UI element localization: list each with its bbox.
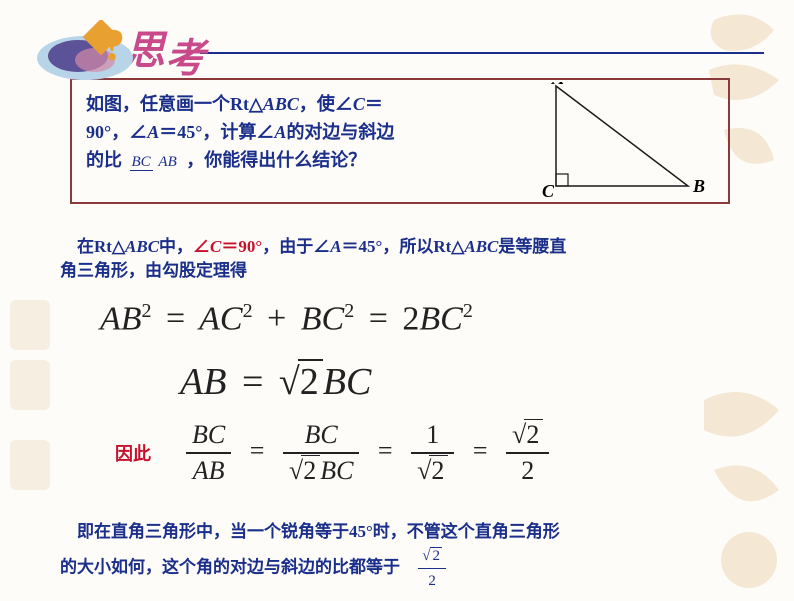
title-ch2: 考 <box>165 36 205 81</box>
title-underline <box>200 52 764 54</box>
q-t5: ＝45°，计算∠ <box>159 122 274 142</box>
q-frac-den: AB <box>156 154 178 170</box>
eq3-r1: 2 <box>301 455 320 485</box>
eq1-bc2: BC <box>419 300 462 337</box>
solution-intro: 在Rt△ABC中，∠C＝90°，由于∠A＝45°，所以Rt△ABC是等腰直 角三… <box>60 235 740 283</box>
conclusion: 即在直角三角形中，当一个锐角等于45°时，不管这个直角三角形 的大小如何，这个角… <box>60 520 740 593</box>
therefore-label: 因此 <box>115 440 151 466</box>
triangle-diagram: A B C <box>538 82 708 205</box>
s-t6: 角三角形，由勾股定理得 <box>60 261 247 280</box>
eq3-r2: 2 <box>429 455 448 485</box>
q-a2: A <box>274 122 286 142</box>
equation-3: BC AB = BC √2BC = 1 √2 = √2 2 <box>180 418 555 488</box>
s-t1: 在Rt△ <box>77 237 125 256</box>
bg-seal-2 <box>10 360 50 410</box>
q-t4: 90°，∠ <box>86 122 147 142</box>
s-red: ∠C＝90° <box>193 237 262 256</box>
eq1-s3: 2 <box>344 300 354 322</box>
eq3-f1: BC AB <box>186 418 231 488</box>
s-t5: 是等腰直 <box>498 237 566 256</box>
s-t4: ＝45°，所以Rt△ <box>342 237 465 256</box>
eq1-ac: AC <box>199 300 242 337</box>
eq3-f3d: √2 <box>411 454 454 488</box>
final-fraction: √2 2 <box>418 544 446 593</box>
equation-1: AB2 = AC2 + BC2 = 2BC2 <box>100 300 473 338</box>
vertex-c: C <box>542 181 555 200</box>
c-t1: 即在直角三角形中，当一个锐角等于45°时，不管这个直角三角形 <box>77 522 560 541</box>
s-t2: 中， <box>159 237 193 256</box>
eq2-ab: AB <box>180 361 226 403</box>
eq3-f2bc: BC <box>320 456 353 485</box>
q-t1: 如图，任意画一个Rt△ <box>86 94 263 114</box>
eq3-e2: = <box>378 436 393 465</box>
eq3-f2: BC √2BC <box>283 418 360 488</box>
eq3-f3: 1 √2 <box>411 418 454 488</box>
eq2-r2: 2 <box>298 359 323 403</box>
eq1-s2: 2 <box>243 300 253 322</box>
q-t2: ，使∠ <box>299 94 353 114</box>
eq3-f2n: BC <box>283 418 360 454</box>
eq3-e1: = <box>250 436 265 465</box>
eq3-f1d: AB <box>186 454 231 488</box>
q-t6: 的对边与斜边 <box>286 122 394 142</box>
vertex-b: B <box>692 176 705 196</box>
q-fraction: BC AB <box>130 154 179 170</box>
eq3-f4n: √2 <box>506 418 549 454</box>
thought-bubble-icon: ? <box>30 20 140 95</box>
question-text: 如图，任意画一个Rt△ABC，使∠C＝ 90°，∠A＝45°，计算∠A的对边与斜… <box>86 90 506 174</box>
s-abc2: ABC <box>464 237 498 256</box>
ff-num: √2 <box>418 544 446 569</box>
q-t8: ，你能得出什么结论？ <box>186 150 366 170</box>
eq1-s1: 2 <box>142 300 152 322</box>
eq1-eq1: = <box>166 300 185 337</box>
q-a: A <box>147 122 159 142</box>
eq1-s4: 2 <box>463 300 473 322</box>
q-frac-num: BC <box>130 154 153 171</box>
s-abc: ABC <box>125 237 159 256</box>
c-t2: 的大小如何，这个角的对边与斜边的比都等于 <box>60 557 400 576</box>
bg-seal-1 <box>10 300 50 350</box>
eq2-eq: = <box>242 361 263 403</box>
eq3-f4d: 2 <box>506 454 549 488</box>
eq3-f2d: √2BC <box>283 454 360 488</box>
s-t3: ，由于∠ <box>262 237 330 256</box>
eq3-f4: √2 2 <box>506 418 549 488</box>
eq1-plus: + <box>267 300 286 337</box>
eq3-f1n: BC <box>186 418 231 454</box>
eq2-sqrt: √2 <box>279 360 323 404</box>
q-t3: ＝ <box>365 94 383 114</box>
vertex-a: A <box>551 82 564 88</box>
ff-den: 2 <box>418 569 446 593</box>
eq3-r3: 2 <box>524 419 543 449</box>
eq1-eq2: = <box>369 300 388 337</box>
bg-seal-3 <box>10 440 50 490</box>
equation-2: AB = √2BC <box>180 360 371 404</box>
eq2-bc: BC <box>323 361 372 403</box>
s-a: A <box>330 237 341 256</box>
question-box: 如图，任意画一个Rt△ABC，使∠C＝ 90°，∠A＝45°，计算∠A的对边与斜… <box>70 78 730 204</box>
eq1-bc: BC <box>301 300 344 337</box>
q-t7: 的比 <box>86 150 122 170</box>
ff-r: 2 <box>430 547 442 564</box>
eq3-f3n: 1 <box>411 418 454 454</box>
q-abc: ABC <box>263 94 299 114</box>
eq1-two: 2 <box>402 300 419 337</box>
eq1-ab: AB <box>100 300 142 337</box>
eq3-e3: = <box>473 436 488 465</box>
q-c: C <box>353 94 365 114</box>
